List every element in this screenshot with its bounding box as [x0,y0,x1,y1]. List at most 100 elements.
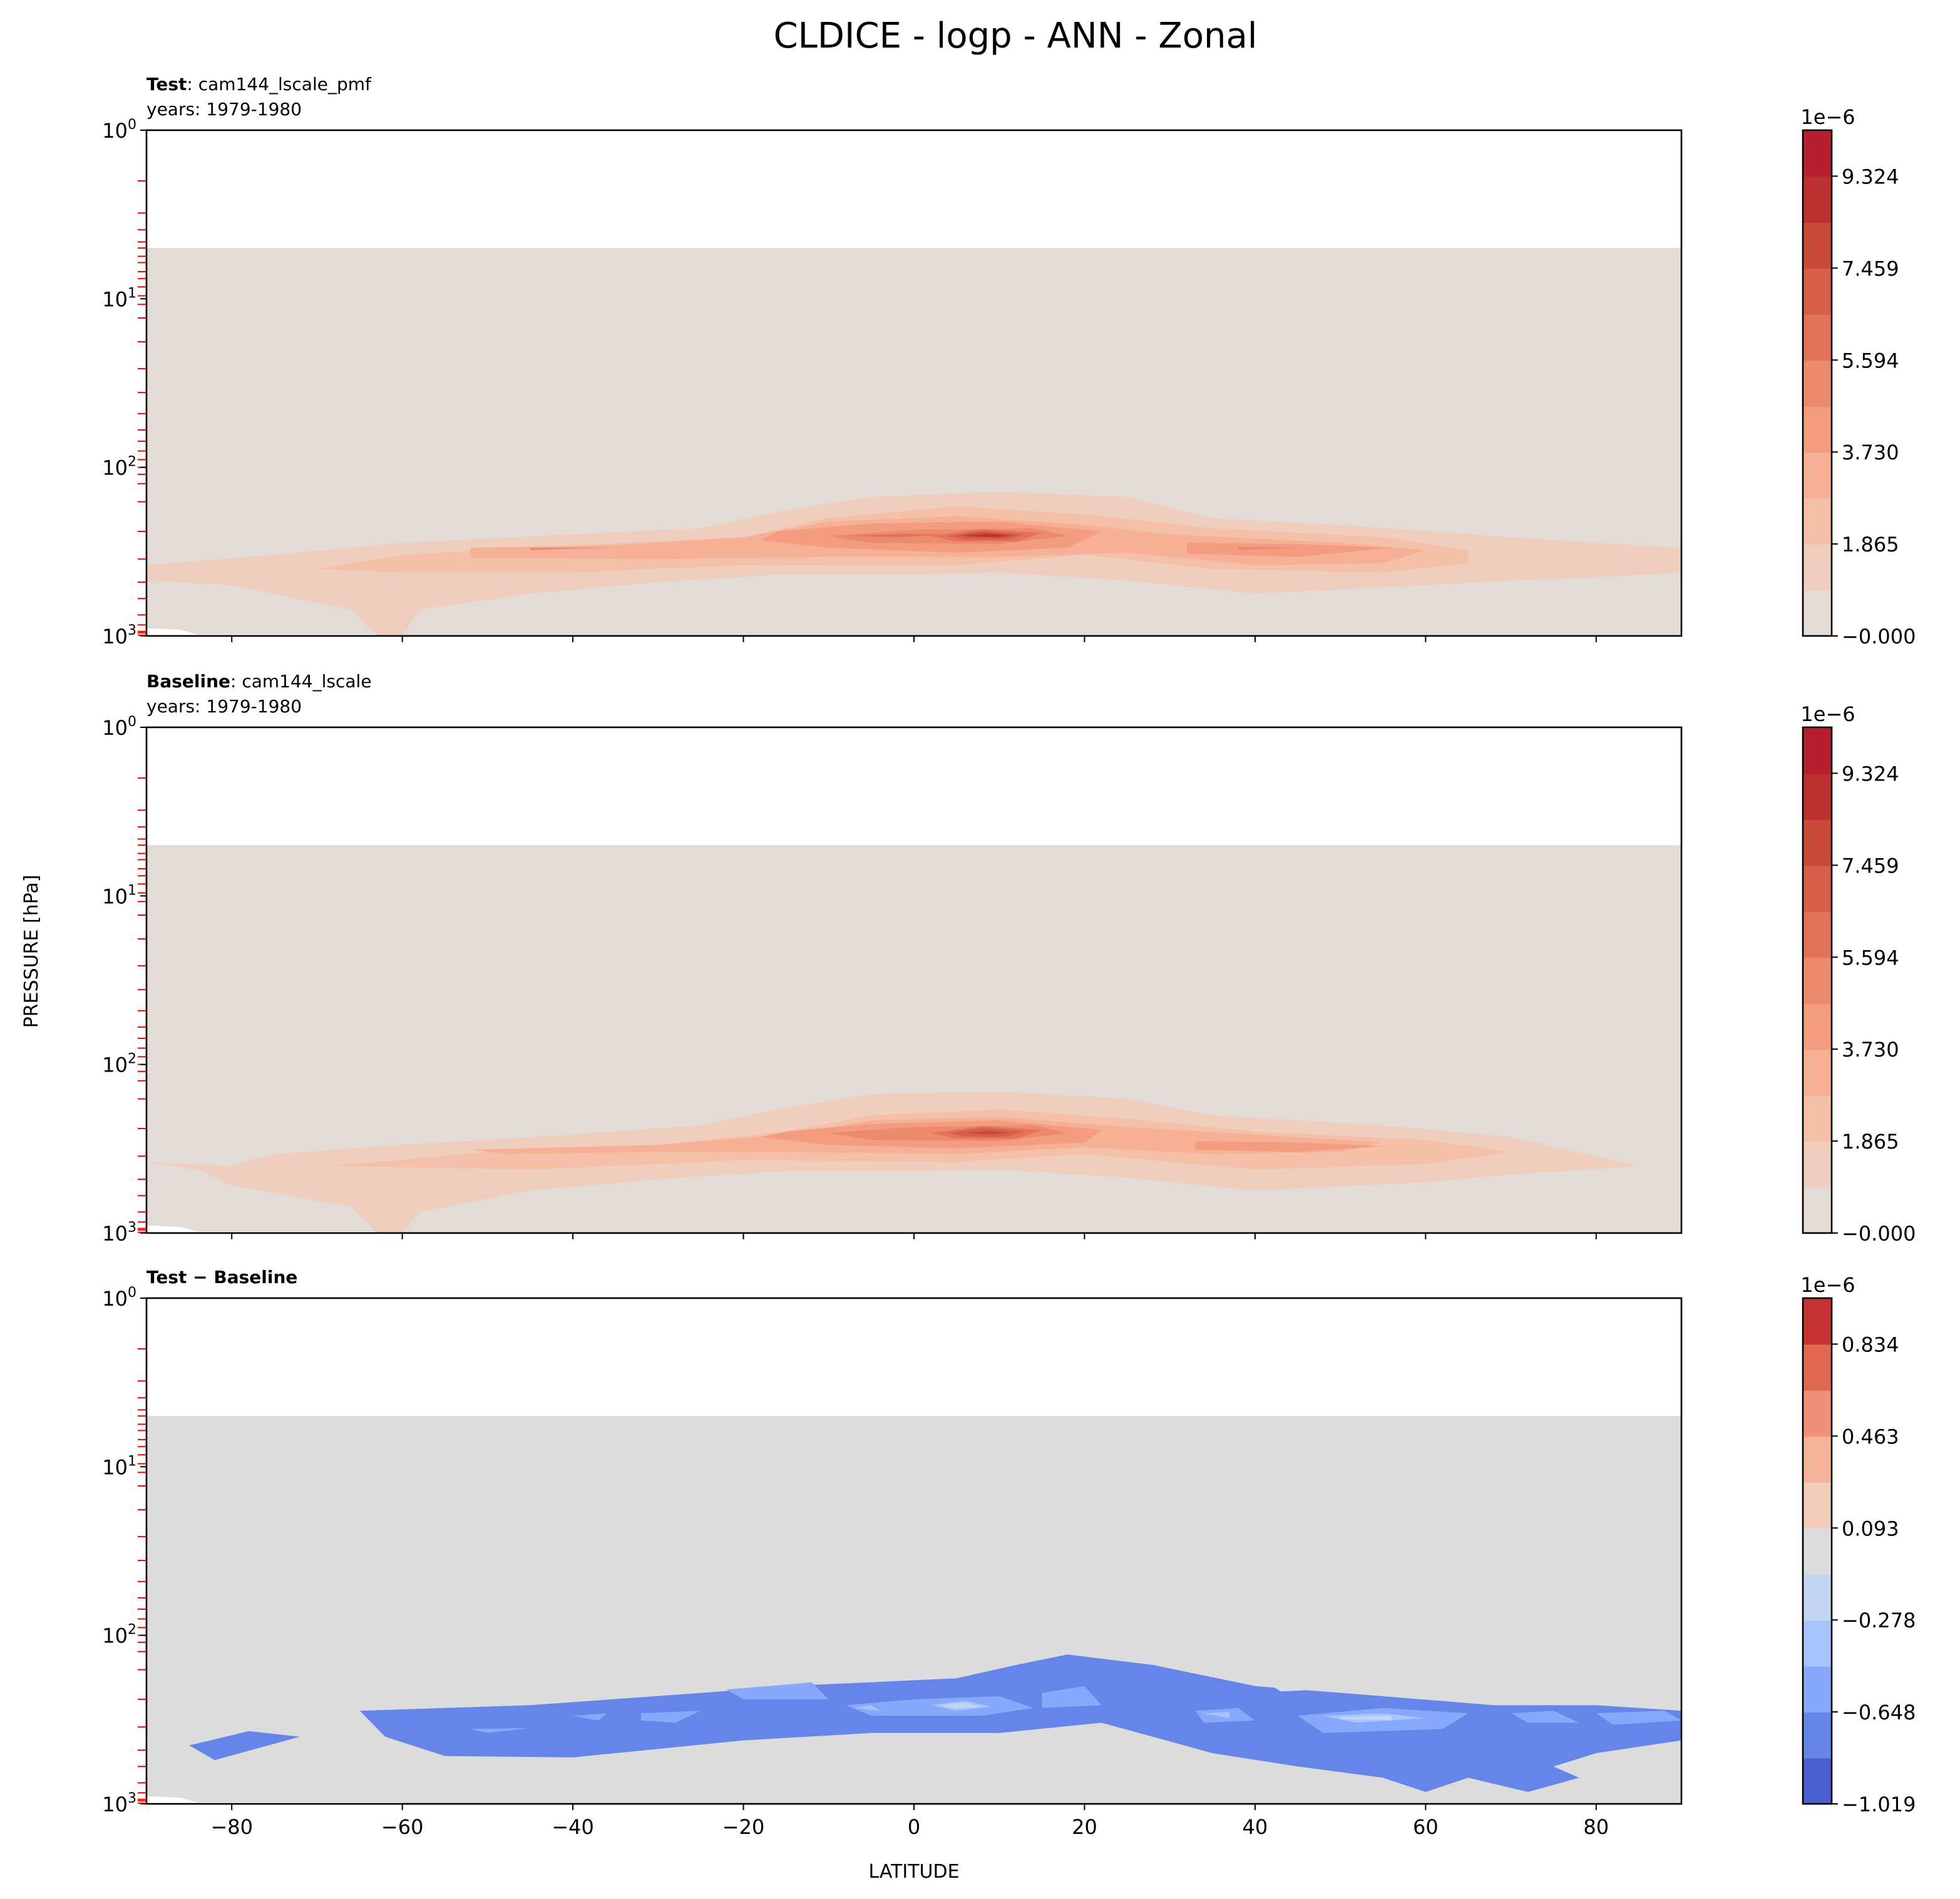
x-tick-label: −40 [552,1815,594,1839]
y-tick-base: 10 [102,1455,128,1479]
y-tick-label: 102 [102,1622,136,1648]
y-tick-base: 10 [102,1624,128,1648]
contour-level-2 [1042,1686,1102,1708]
colorbar-band [1803,1666,1832,1713]
colorbar-tick-label: −0.000 [1842,1222,1916,1246]
contour-level-1 [189,1731,300,1760]
panel-title: Baseline: cam144_lscale [146,671,372,692]
y-tick-exp: 0 [128,117,136,133]
colorbar-band [1803,1298,1832,1345]
colorbar-band [1803,1758,1832,1804]
colorbar-band [1803,268,1832,315]
y-tick-exp: 0 [128,714,136,730]
y-tick-label: 101 [102,285,136,311]
y-tick-exp: 1 [128,1453,136,1469]
colorbar-tick-label: 3.730 [1842,441,1899,464]
panel-title-bold: Test − Baseline [146,1267,297,1287]
contour-level-3 [854,1705,880,1711]
colorbar-band [1803,452,1832,499]
contour-level-4 [1340,1716,1392,1720]
colorbar-band [1803,1049,1832,1096]
y-tick-base: 10 [102,119,128,143]
colorbar-band [1803,406,1832,453]
colorbar-band [1803,1436,1832,1483]
contour-level-2 [641,1711,701,1723]
colorbar-band [1803,1095,1832,1142]
colorbar-tick-label: 7.459 [1842,854,1899,878]
panel-title: Test: cam144_lscale_pmf [146,74,372,95]
contour-level-3 [1204,1712,1229,1718]
y-tick-exp: 2 [128,1622,136,1638]
y-tick-label: 100 [102,714,136,740]
colorbar-band [1803,911,1832,958]
colorbar-frame [1802,1297,1833,1805]
y-tick-exp: 3 [128,623,136,638]
colorbar-tick-label: 1.865 [1842,1130,1899,1154]
contour-level-9 [965,534,1008,537]
contour-level-8 [965,1130,1008,1135]
y-tick-exp: 2 [128,454,136,470]
colorbar-band [1803,819,1832,866]
y-tick-exp: 1 [128,883,136,898]
y-tick-base: 10 [102,1793,128,1816]
x-tick-label: −60 [381,1815,424,1839]
y-tick-label: 103 [102,1220,136,1246]
colorbar-frame [1802,129,1833,637]
y-tick-label: 100 [102,117,136,143]
colorbar-band [1803,865,1832,912]
contour-level-2 [470,1728,530,1733]
plot-area [146,845,1681,1233]
colorbar-offset: 1e−6 [1800,1273,1855,1297]
colorbar-band [1803,957,1832,1004]
y-tick-base: 10 [102,716,128,740]
x-axis-label: LATITUDE [868,1861,959,1883]
colorbar-tick-label: 5.594 [1842,946,1899,970]
plot-area [146,248,1681,636]
y-tick-label: 100 [102,1285,136,1311]
colorbar-tick-label: −1.019 [1842,1793,1916,1816]
panel-title-case: : cam144_lscale [230,671,372,692]
colorbar-tick-label: 0.463 [1842,1425,1899,1448]
colorbar-offset: 1e−6 [1800,702,1855,726]
y-tick-base: 10 [102,625,128,648]
contour-level-2 [1596,1711,1681,1725]
colorbar-band [1803,1187,1832,1234]
colorbar-band [1803,1482,1832,1529]
colorbar-tick-label: 3.730 [1842,1038,1899,1062]
contour-level-2 [573,1713,607,1721]
colorbar-band [1803,1574,1832,1621]
colorbar-tick-label: 5.594 [1842,349,1899,372]
colorbar-band [1803,498,1832,545]
panel-0: Test: cam144_lscale_pmf years: 1979-1980 1… [102,74,1916,648]
figure-title: CLDICE - logp - ANN - Zonal [774,16,1258,56]
colorbar-tick-label: −0.000 [1842,625,1916,648]
contour-level-1 [359,1654,1681,1792]
colorbar-band [1803,130,1832,177]
contour-level-4 [1195,1141,1383,1152]
contour-level-6 [846,534,948,538]
x-tick-label: 80 [1583,1815,1609,1839]
contour-level-5 [1272,1684,1323,1692]
x-tick-label: 20 [1072,1815,1097,1839]
panel-title-bold: Test [146,74,187,95]
contour-level-4 [939,1702,982,1709]
y-tick-exp: 1 [128,285,136,301]
colorbar-band [1803,222,1832,269]
panel-1: Baseline: cam144_lscale years: 1979-1980 1… [102,671,1916,1246]
y-tick-label: 102 [102,1052,136,1077]
colorbar-band [1803,314,1832,361]
x-tick-label: 40 [1243,1815,1268,1839]
contour-level-5 [530,547,616,550]
colorbar-tick-label: 1.865 [1842,533,1899,556]
y-tick-base: 10 [102,456,128,480]
plot-area [146,1416,1681,1804]
y-tick-base: 10 [102,287,128,311]
contour-level-5 [1238,546,1298,550]
panel-title-case: : cam144_lscale_pmf [187,74,372,95]
contour-level-1 [146,1092,1639,1233]
colorbar-frame [1802,726,1833,1234]
panel-title: Test − Baseline [146,1267,297,1287]
y-axis-label: PRESSURE [hPa] [21,875,43,1028]
